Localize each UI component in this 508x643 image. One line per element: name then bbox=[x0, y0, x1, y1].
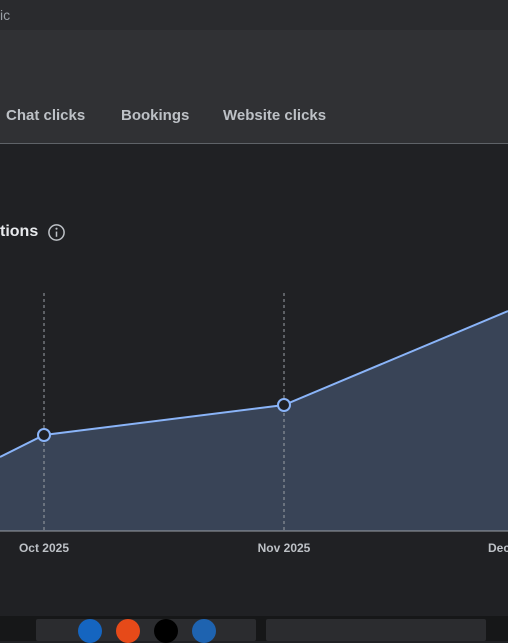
thumbnail-card[interactable] bbox=[36, 619, 256, 643]
thumbnail-card[interactable] bbox=[266, 619, 486, 641]
bottom-thumbnail-strip bbox=[0, 616, 508, 643]
x-tick-label: Oct 2025 bbox=[19, 541, 69, 555]
metrics-panel: Chat clicks Bookings Website clicks bbox=[0, 30, 508, 144]
facebook-icon bbox=[78, 619, 102, 643]
info-icon[interactable] bbox=[47, 223, 66, 242]
metric-tabs: Chat clicks Bookings Website clicks bbox=[0, 104, 508, 144]
x-tick-label: Dec bbox=[488, 541, 508, 555]
data-point-1 bbox=[277, 398, 291, 412]
tab-website-clicks[interactable]: Website clicks bbox=[223, 107, 327, 124]
tab-bookings[interactable]: Bookings bbox=[121, 107, 190, 124]
data-point-0 bbox=[37, 428, 51, 442]
window-title: ic bbox=[0, 7, 11, 23]
series-line bbox=[0, 310, 508, 458]
instagram-icon bbox=[116, 619, 140, 643]
chart-title: tions bbox=[0, 223, 39, 240]
tab-chat-clicks[interactable]: Chat clicks bbox=[6, 107, 86, 124]
line-chart: Oct 2025 Nov 2025 Dec bbox=[0, 293, 508, 555]
app-icon bbox=[192, 619, 216, 643]
area-fill bbox=[0, 311, 508, 531]
x-icon bbox=[154, 619, 178, 643]
x-tick-label: Nov 2025 bbox=[258, 541, 311, 555]
